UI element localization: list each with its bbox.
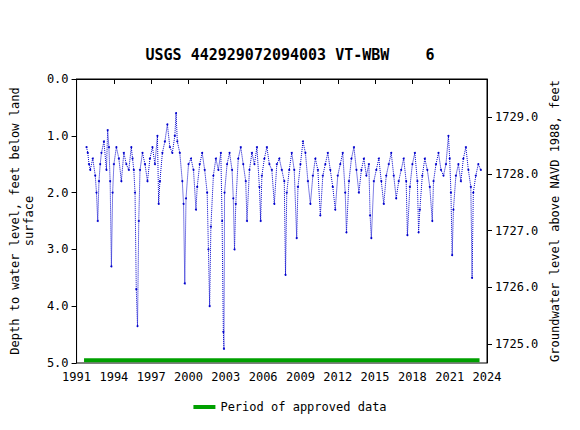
svg-text:1728.0: 1728.0	[495, 167, 538, 181]
svg-text:Period of approved data: Period of approved data	[220, 400, 386, 414]
svg-text:2018: 2018	[398, 370, 427, 384]
svg-text:USGS 442929072094003 VT-WBW: USGS 442929072094003 VT-WBW 6	[146, 46, 435, 64]
svg-text:1997: 1997	[137, 370, 166, 384]
svg-text:2015: 2015	[361, 370, 390, 384]
svg-text:1994: 1994	[99, 370, 128, 384]
svg-text:2000: 2000	[174, 370, 203, 384]
svg-text:1.0: 1.0	[47, 129, 69, 143]
svg-text:0.0: 0.0	[47, 72, 69, 86]
svg-text:surface: surface	[22, 196, 36, 247]
svg-text:1991: 1991	[62, 370, 91, 384]
svg-text:2024: 2024	[473, 370, 502, 384]
svg-text:2021: 2021	[435, 370, 464, 384]
svg-text:4.0: 4.0	[47, 299, 69, 313]
svg-text:Groundwater level above NAVD 1: Groundwater level above NAVD 1988, feet	[548, 80, 562, 362]
svg-text:1725.0: 1725.0	[495, 337, 538, 351]
svg-text:Depth to water level, feet bel: Depth to water level, feet below land	[8, 87, 22, 354]
svg-text:2012: 2012	[323, 370, 352, 384]
svg-text:3.0: 3.0	[47, 242, 69, 256]
svg-text:2009: 2009	[286, 370, 315, 384]
svg-text:1727.0: 1727.0	[495, 224, 538, 238]
svg-text:2006: 2006	[249, 370, 278, 384]
svg-text:2003: 2003	[211, 370, 240, 384]
svg-text:1726.0: 1726.0	[495, 280, 538, 294]
svg-text:1729.0: 1729.0	[495, 110, 538, 124]
svg-text:5.0: 5.0	[47, 356, 69, 370]
svg-text:2.0: 2.0	[47, 186, 69, 200]
